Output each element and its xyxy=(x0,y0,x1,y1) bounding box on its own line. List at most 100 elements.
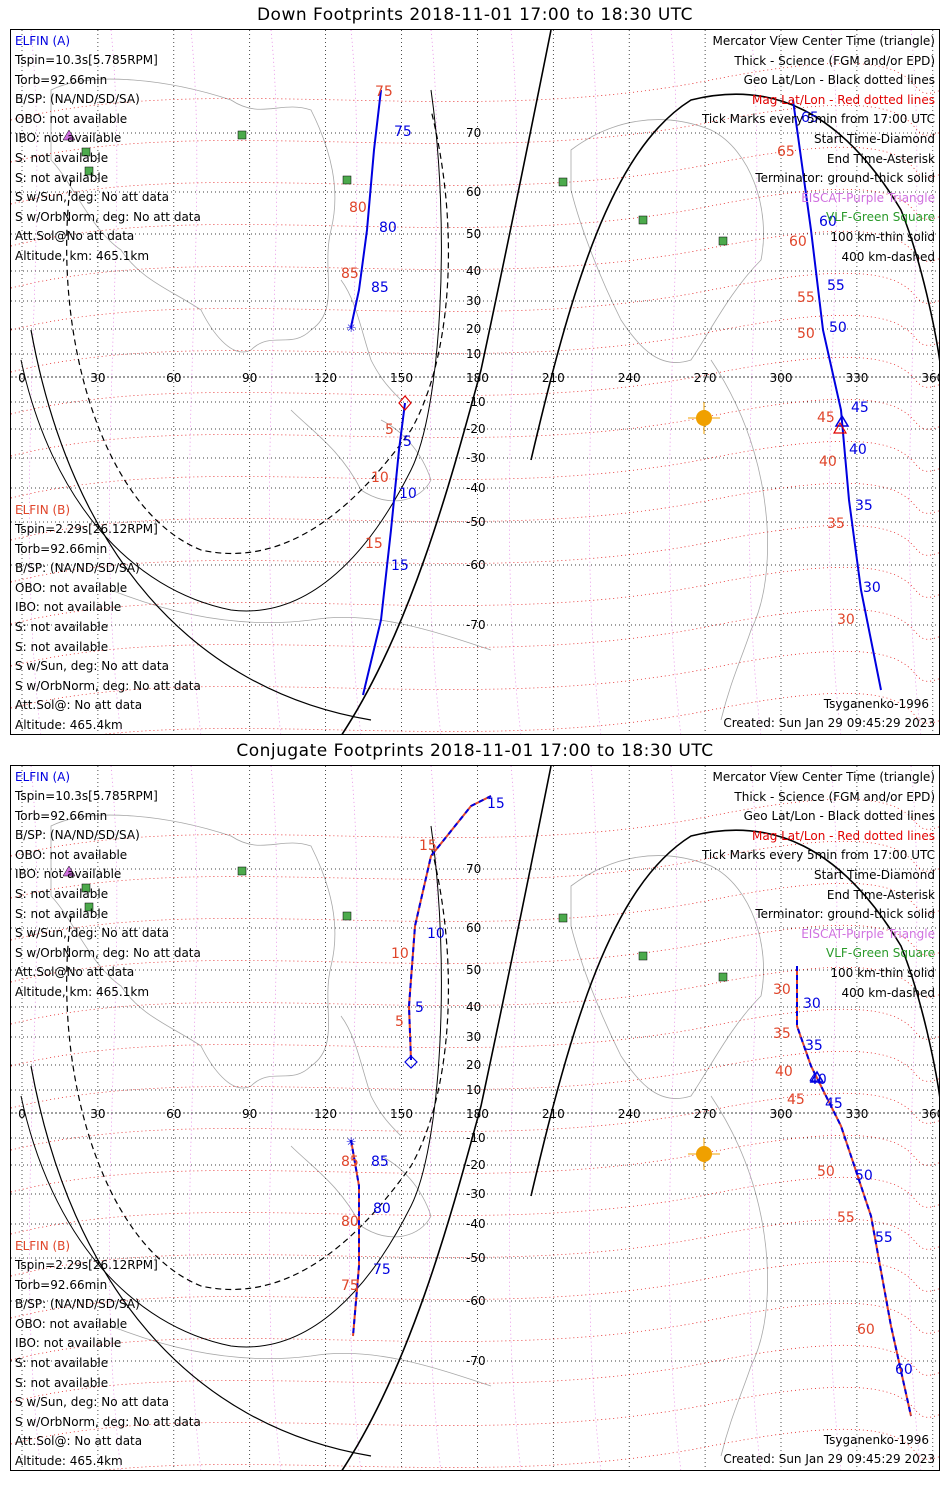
terminator-line xyxy=(30,1065,372,1457)
elfin-b-tick-label: 10 xyxy=(399,486,417,502)
lat-tick-label: -20 xyxy=(466,1158,486,1172)
coastlines xyxy=(50,78,768,721)
vlf-station-marker xyxy=(81,883,91,893)
center-time-triangle xyxy=(832,421,848,434)
legend-entry: 400 km-dashed xyxy=(841,985,935,1000)
legend-entry: Mercator View Center Time (triangle) xyxy=(712,34,935,48)
legend-entry: 100 km-thin solid xyxy=(830,966,935,980)
elfin-b-info: S w/OrbNorm, deg: No att data xyxy=(15,1414,201,1429)
coastline xyxy=(710,1095,768,1457)
lon-tick-label: 330 xyxy=(845,371,868,385)
legend-entry: Mag Lat/Lon - Red dotted lines xyxy=(751,92,935,107)
eiscat-marker xyxy=(62,865,76,877)
vlf-station-marker xyxy=(84,902,94,912)
coastlines xyxy=(50,814,768,1457)
mag-meridians xyxy=(29,766,922,1470)
right-track-tick-label: 40 xyxy=(809,1072,827,1088)
elfin-b-info: OBO: not available xyxy=(15,580,128,595)
mag-tick-label: 5 xyxy=(395,1014,404,1030)
mag-meridian xyxy=(29,766,42,1470)
elfin-b-info: Altitude: 465.4km xyxy=(15,718,123,732)
coastline xyxy=(110,1325,492,1387)
elfin-b-info: S w/OrbNorm, deg: No att data xyxy=(15,678,201,693)
lon-tick-label: 180 xyxy=(466,1107,489,1121)
elfin-a-info: OBO: not available xyxy=(15,111,128,126)
mag-meridian xyxy=(509,30,522,734)
elfin-a-info: B/SP: (NA/ND/SD/SA) xyxy=(15,828,140,843)
mag-tick-label: 45 xyxy=(787,1092,805,1108)
elfin-a-info: Torb=92.66min xyxy=(15,72,108,87)
lon-tick-label: 60 xyxy=(166,1107,181,1121)
mag-meridian xyxy=(589,766,602,1470)
elfin-a-tick-label: 80 xyxy=(379,220,397,236)
end-asterisk: ✳ xyxy=(346,321,356,335)
mag-tick-label: 5 xyxy=(385,422,394,438)
lon-tick-label: 240 xyxy=(618,1107,641,1121)
elfin-b-info: S w/Sun, deg: No att data xyxy=(15,659,169,674)
elfin-b-tick-label: 15 xyxy=(487,796,505,812)
vlf-station-marker xyxy=(718,236,728,246)
lon-tick-label: 210 xyxy=(542,1107,565,1121)
elfin-b-info: Tspin=2.29s[26.12RPM] xyxy=(15,522,158,536)
vlf-station-marker xyxy=(558,177,568,187)
mag-meridian xyxy=(349,30,362,734)
mag-tick-label: 35 xyxy=(827,516,845,532)
coastline xyxy=(50,78,336,353)
mag-meridian xyxy=(829,766,842,1470)
mag-tick-label: 10 xyxy=(371,470,389,486)
mag-meridian xyxy=(909,766,922,1470)
lon-tick-label: 120 xyxy=(314,1107,337,1121)
lat-tick-label: 50 xyxy=(466,227,481,241)
coastline xyxy=(50,814,336,1089)
model-label: Tsyganenko-1996 xyxy=(823,1433,929,1447)
elfin-b-tick-label: 5 xyxy=(403,434,412,450)
lon-tick-label: 90 xyxy=(242,1107,257,1121)
elfin-a-info: Att.Sol@No att data xyxy=(15,229,135,244)
terminator-line xyxy=(30,329,372,721)
mag-tick-label: 50 xyxy=(817,1164,835,1180)
lat-tick-label: 30 xyxy=(466,294,481,308)
elfin-a-info: B/SP: (NA/ND/SD/SA) xyxy=(15,92,140,107)
coastline xyxy=(290,409,432,502)
legend-entry: Tick Marks every 5min from 17:00 UTC xyxy=(701,848,935,863)
elfin-b-info: Att.Sol@: No att data xyxy=(15,1434,143,1449)
lat-tick-label: 60 xyxy=(466,185,481,199)
elfin-b-header: ELFIN (B) xyxy=(15,503,71,517)
lon-tick-label: 300 xyxy=(770,371,793,385)
lon-tick-label: 30 xyxy=(90,1107,105,1121)
elfin-b-info: Att.Sol@: No att data xyxy=(15,698,143,713)
vlf-station-marker xyxy=(638,951,648,961)
legend-entry: VLF-Green Square xyxy=(826,210,935,225)
elfin-a-tick-label: 85 xyxy=(371,1154,389,1170)
mag-tick-label: 45 xyxy=(817,410,835,426)
mag-tick-label: 60 xyxy=(789,234,807,250)
elfin-b-tick-label: 10 xyxy=(427,926,445,942)
right-track-tick-label: 65 xyxy=(801,110,819,126)
legend-entry: Terminator: ground-thick solid xyxy=(755,171,935,186)
lat-tick-label: -60 xyxy=(466,558,486,572)
elfin-b-info: B/SP: (NA/ND/SD/SA) xyxy=(15,1297,140,1312)
lat-tick-label: 20 xyxy=(466,322,481,336)
mag-tick-label: 80 xyxy=(349,200,367,216)
elfin-a-track xyxy=(350,89,382,328)
vlf-station-marker xyxy=(342,911,352,921)
elfin-b-info: B/SP: (NA/ND/SD/SA) xyxy=(15,561,140,576)
mag-meridians xyxy=(29,30,922,734)
elfin-b-tick-label: 15 xyxy=(391,558,409,574)
legend-entry: Thick - Science (FGM and/or EPD) xyxy=(734,789,935,804)
elfin-a-tick-label: 75 xyxy=(373,1262,391,1278)
legend-entry: Geo Lat/Lon - Black dotted lines xyxy=(743,809,935,824)
legend-entry: Geo Lat/Lon - Black dotted lines xyxy=(743,73,935,88)
coastline xyxy=(570,119,764,363)
legend-entry: Thick - Science (FGM and/or EPD) xyxy=(734,53,935,68)
elfin-a-info: IBO: not available xyxy=(15,131,122,146)
mag-tick-label: 50 xyxy=(797,326,815,342)
lon-tick-label: 0 xyxy=(18,1107,26,1121)
mag-tick-label: 35 xyxy=(773,1026,791,1042)
legend-entry: Mag Lat/Lon - Red dotted lines xyxy=(751,828,935,843)
right-track-tick-label: 30 xyxy=(803,996,821,1012)
altitude-100km-line xyxy=(20,89,442,612)
mag-meridian xyxy=(909,30,922,734)
lon-tick-label: 90 xyxy=(242,371,257,385)
right-track-tick-label: 60 xyxy=(895,1362,913,1378)
